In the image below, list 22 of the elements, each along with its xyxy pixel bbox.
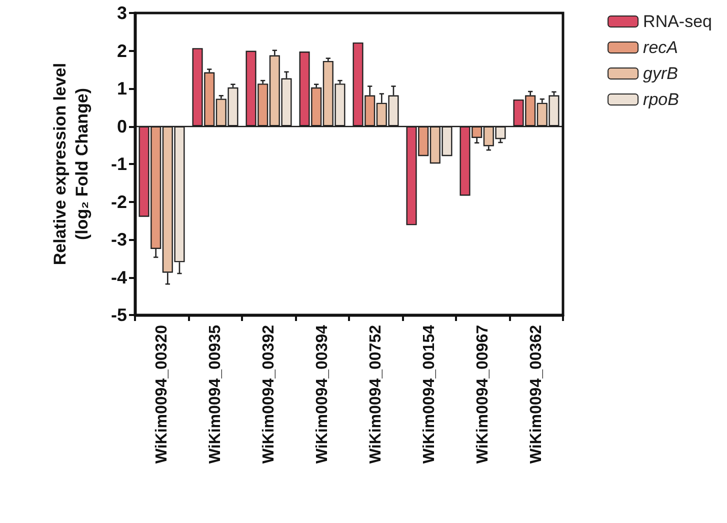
y-tick-label: -1 [110,154,127,174]
y-tick-label: -4 [110,267,127,288]
legend-label: gyrB [643,64,678,83]
y-tick-label: -3 [110,230,127,250]
y-axis-title: Relative expression level (log₂ Fold Change) [50,62,92,266]
x-tick-label: WiKim0094_00967 [474,324,492,464]
y-tick-label: 0 [116,116,127,136]
x-tick-label: WiKim0094_00320 [153,324,170,464]
legend-label: rpoB [643,90,679,109]
legend-label: recA [643,38,678,57]
x-tick-label: WiKim0094_00752 [367,324,384,464]
x-tick-label: WiKim0094_00392 [260,324,278,464]
x-tick-label: WiKim0094_00362 [528,324,545,464]
y-tick-label: 2 [116,40,127,61]
y-tick-label: 3 [116,3,127,23]
y-tick-label: 1 [116,78,127,98]
x-tick-label: WiKim0094_00154 [420,324,438,464]
y-tick-label: -2 [110,192,127,212]
legend-label: RNA-seq [643,12,712,31]
y-tick-label: -5 [110,305,127,325]
x-tick-label: WiKim0094_00935 [206,324,224,464]
x-tick-label: WiKim0094_00394 [314,324,331,464]
